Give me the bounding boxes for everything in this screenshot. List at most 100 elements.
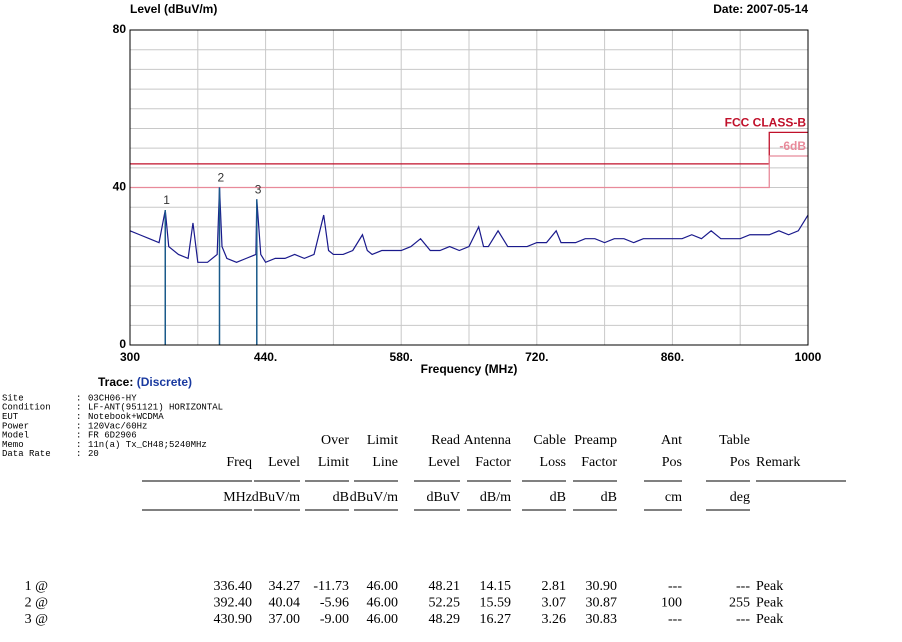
info-value: 11n(a) Tx_CH48;5240MHz — [88, 440, 207, 450]
series-line — [129, 187, 809, 264]
table-header: Table — [719, 433, 750, 448]
table-cell: 3 @ — [25, 612, 49, 627]
table-cell: -9.00 — [320, 612, 349, 627]
table-cell: 2 @ — [25, 596, 49, 611]
table-unit: dB — [333, 490, 349, 505]
table-header: Level — [428, 455, 460, 470]
x-tick-label: 720. — [525, 350, 548, 364]
info-colon: : — [76, 403, 81, 413]
table-header: Pos — [730, 455, 750, 470]
info-value: 03CH06-HY — [88, 393, 137, 403]
x-tick-label: 580. — [390, 350, 413, 364]
x-axis-title: Frequency (MHz) — [421, 362, 518, 376]
trace-label: Trace: (Discrete) — [98, 375, 192, 389]
table-header: Cable — [533, 433, 566, 448]
marker-label: 2 — [217, 171, 224, 185]
plot-frame — [129, 29, 809, 346]
info-colon: : — [76, 449, 81, 459]
series-line — [130, 155, 808, 189]
table-unit: dB — [550, 490, 566, 505]
table-header: Factor — [581, 455, 617, 470]
info-colon: : — [76, 393, 81, 403]
info-value: 120Vac/60Hz — [88, 421, 147, 431]
info-colon: : — [76, 412, 81, 422]
y-axis-title: Level (dBuV/m) — [130, 2, 217, 16]
info-colon: : — [76, 431, 81, 441]
table-cell: 430.90 — [214, 612, 253, 627]
table-cell: Peak — [756, 612, 783, 627]
table-cell: 255 — [729, 596, 750, 611]
info-label: EUT — [2, 412, 19, 422]
table-cell: 14.15 — [480, 579, 512, 594]
table-cell: --- — [668, 612, 682, 627]
table-cell: 48.29 — [429, 612, 461, 627]
table-cell: 336.40 — [214, 579, 253, 594]
table-header: Level — [268, 455, 300, 470]
table-cell: 3.26 — [542, 612, 567, 627]
table-header: Ant — [661, 433, 682, 448]
table-header: Freq — [226, 455, 252, 470]
date: Date: 2007-05-14 — [713, 2, 808, 16]
table-cell: Peak — [756, 596, 783, 611]
table-cell: 46.00 — [367, 612, 399, 627]
info-colon: : — [76, 421, 81, 431]
limit-label: -6dB — [779, 139, 806, 153]
table-cell: 34.27 — [269, 579, 301, 594]
table-unit: deg — [730, 490, 750, 505]
table-cell: Peak — [756, 579, 783, 594]
table-cell: 392.40 — [214, 596, 253, 611]
x-tick-label: 440. — [254, 350, 277, 364]
table-unit: dBuV — [427, 490, 460, 505]
table-cell: 40.04 — [269, 596, 301, 611]
table-cell: 3.07 — [542, 596, 567, 611]
info-label: Model — [2, 431, 29, 441]
table-header: Read — [431, 433, 460, 448]
table-cell: -11.73 — [313, 579, 349, 594]
table-unit: cm — [665, 490, 682, 505]
table-cell: 15.59 — [480, 596, 512, 611]
y-tick-label: 80 — [113, 22, 127, 36]
table-cell: 46.00 — [367, 579, 399, 594]
table-cell: 100 — [661, 596, 682, 611]
table-header: Limit — [367, 433, 398, 448]
info-label: Data Rate — [2, 449, 51, 459]
table-cell: 30.83 — [586, 612, 618, 627]
table-unit: dB — [601, 490, 617, 505]
table-cell: 30.87 — [586, 596, 618, 611]
table-cell: 48.21 — [429, 579, 461, 594]
table-header: Line — [372, 455, 398, 470]
series-line — [130, 131, 808, 165]
table-cell: 30.90 — [586, 579, 618, 594]
info-value: FR 6D2906 — [88, 431, 137, 441]
table-cell: 2.81 — [542, 579, 567, 594]
table-header: Remark — [756, 455, 800, 470]
y-tick-label: 0 — [119, 337, 126, 351]
table-header: Over — [321, 433, 349, 448]
x-tick-label: 300 — [120, 350, 140, 364]
table-header: Pos — [662, 455, 682, 470]
info-label: Memo — [2, 440, 24, 450]
marker-label: 3 — [255, 182, 262, 196]
table-unit: MHz — [223, 490, 252, 505]
x-tick-label: 860. — [661, 350, 684, 364]
trace-value: (Discrete) — [137, 375, 192, 389]
table-header: Antenna — [464, 433, 512, 448]
table-cell: --- — [736, 612, 750, 627]
info-label: Site — [2, 393, 24, 403]
table-unit: dBuV/m — [350, 490, 398, 505]
table-cell: 16.27 — [480, 612, 512, 627]
marker-label: 1 — [163, 193, 170, 207]
table-unit: dB/m — [480, 490, 511, 505]
limit-label: FCC CLASS-B — [725, 116, 807, 130]
info-colon: : — [76, 440, 81, 450]
info-value: 20 — [88, 449, 99, 459]
table-header: Factor — [475, 455, 511, 470]
y-tick-label: 40 — [113, 180, 127, 194]
table-cell: 46.00 — [367, 596, 399, 611]
table-cell: --- — [668, 579, 682, 594]
table-header: Preamp — [574, 433, 617, 448]
info-value: Notebook+WCDMA — [88, 412, 164, 422]
info-label: Power — [2, 421, 29, 431]
x-tick-label: 1000 — [795, 350, 822, 364]
